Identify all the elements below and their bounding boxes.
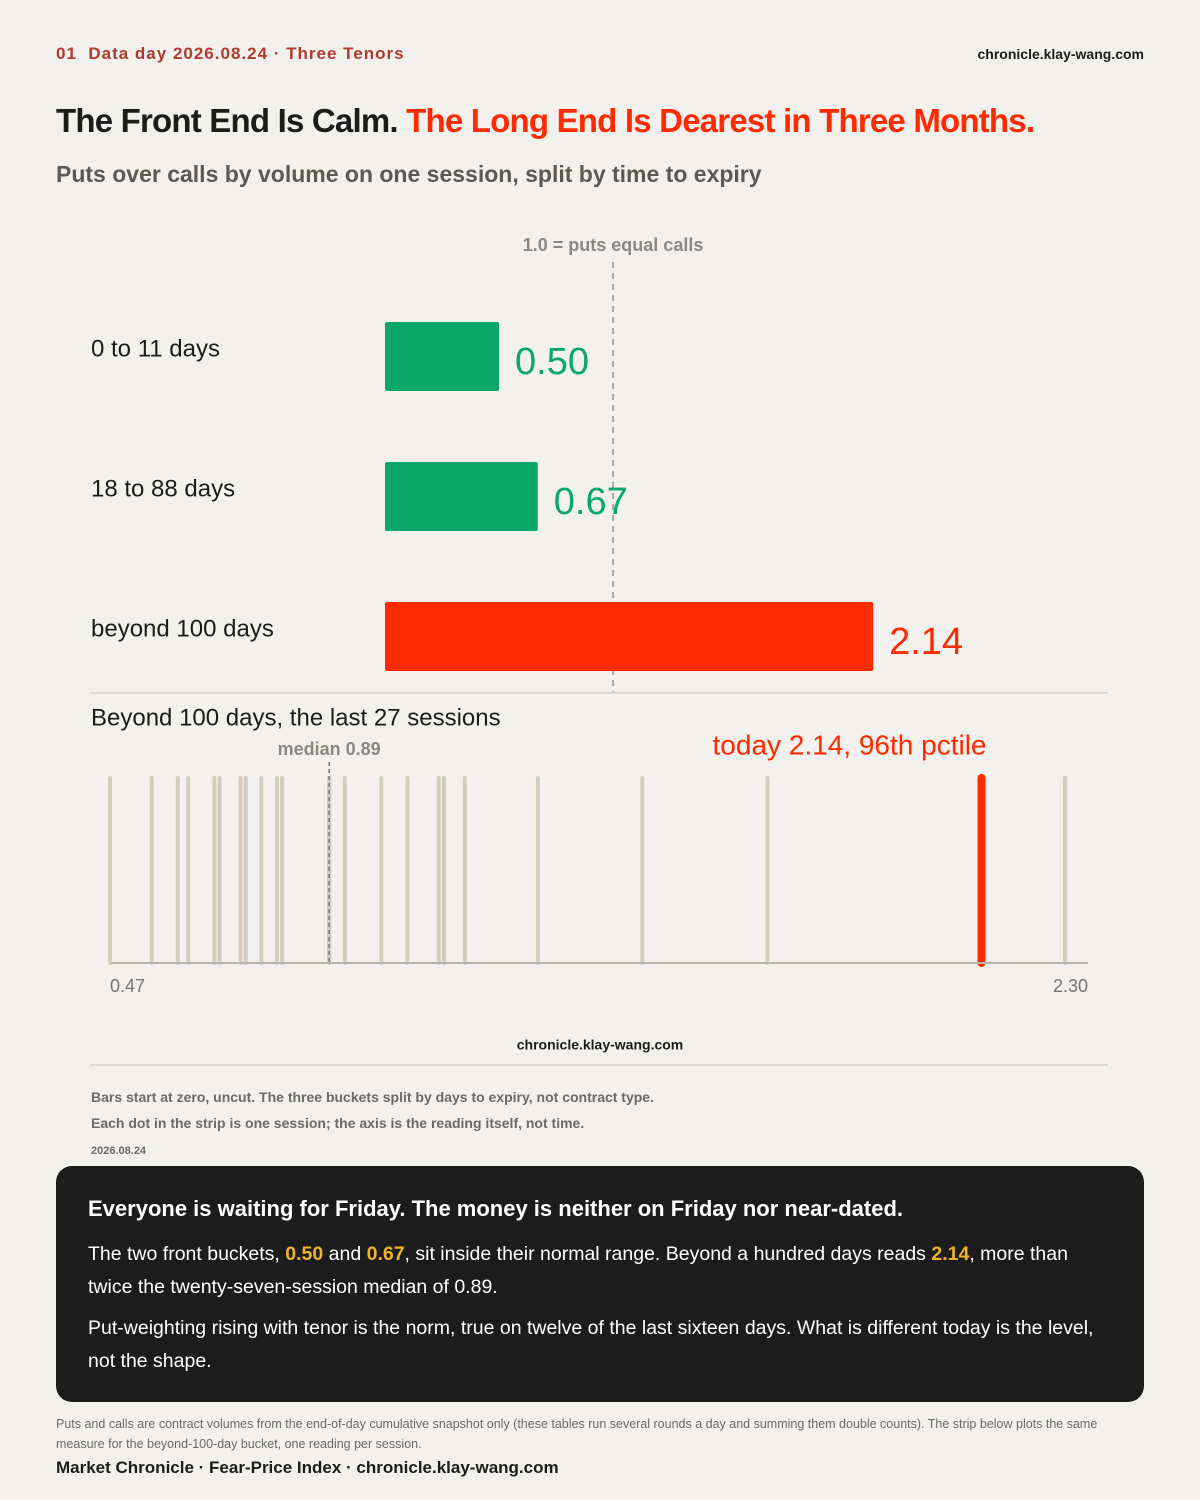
source: chronicle.klay-wang.com xyxy=(517,1037,684,1053)
callout: Everyone is waiting for Friday. The mone… xyxy=(56,1166,1144,1402)
callout-paragraph: The two front buckets, 0.50 and 0.67, si… xyxy=(88,1238,1112,1304)
callout-text: and xyxy=(323,1243,367,1265)
footer-note: Puts and calls are contract volumes from… xyxy=(56,1417,1098,1451)
callout-text: , more than twice the twenty-seven-sessi… xyxy=(88,1243,1068,1298)
strip-title: Beyond 100 days, the last 27 sessions xyxy=(91,704,501,731)
median-label: median 0.89 xyxy=(278,739,381,759)
category-label: 0 to 11 days xyxy=(91,335,220,362)
title: The Front End Is Calm. The Long End Is D… xyxy=(56,102,1035,140)
charts: 1.0 = puts equal calls 0 to 11 days 0.50 18… xyxy=(91,235,1108,1066)
title-lead: The Front End Is Calm. xyxy=(56,102,399,139)
footer-credit: Market Chronicle · Fear-Price Index · ch… xyxy=(56,1458,559,1477)
bar xyxy=(385,462,538,531)
site: chronicle.klay-wang.com xyxy=(977,46,1145,62)
title-accent: The Long End Is Dearest in Three Months. xyxy=(406,102,1035,139)
callout-text: , sit inside their normal range. Beyond … xyxy=(404,1243,932,1265)
callout-text: Put-weighting rising with tenor is the n… xyxy=(88,1317,1094,1372)
reference-label: 1.0 = puts equal calls xyxy=(523,235,704,255)
x-tick-label: 2.30 xyxy=(1053,976,1088,996)
callout-heading: Everyone is waiting for Friday. The mone… xyxy=(88,1196,903,1221)
category-label: 18 to 88 days xyxy=(91,475,235,502)
value-label: 0.67 xyxy=(554,481,628,523)
value-label: 0.50 xyxy=(515,341,589,383)
callout-figure: 2.14 xyxy=(931,1243,970,1265)
subtitle: Puts over calls by volume on one session… xyxy=(56,161,762,187)
today-label: today 2.14, 96th pctile xyxy=(713,729,987,760)
callout-paragraph: Put-weighting rising with tenor is the n… xyxy=(88,1312,1112,1378)
callout-figure: 0.67 xyxy=(366,1243,405,1265)
note-date: 2026.08.24 xyxy=(91,1145,147,1157)
note: Bars start at zero, uncut. The three buc… xyxy=(91,1089,654,1105)
x-tick-label: 0.47 xyxy=(110,976,145,996)
callout-text: The two front buckets, xyxy=(88,1243,286,1265)
bar xyxy=(385,602,874,671)
notes: Bars start at zero, uncut. The three buc… xyxy=(91,1084,654,1164)
value-label: 2.14 xyxy=(889,621,963,663)
note: Each dot in the strip is one session; th… xyxy=(91,1115,585,1131)
category-label: beyond 100 days xyxy=(91,615,274,642)
callout-figure: 0.50 xyxy=(285,1243,324,1265)
bar xyxy=(385,322,500,391)
kicker: 01 Data day 2026.08.24 · Three Tenors xyxy=(56,44,405,63)
